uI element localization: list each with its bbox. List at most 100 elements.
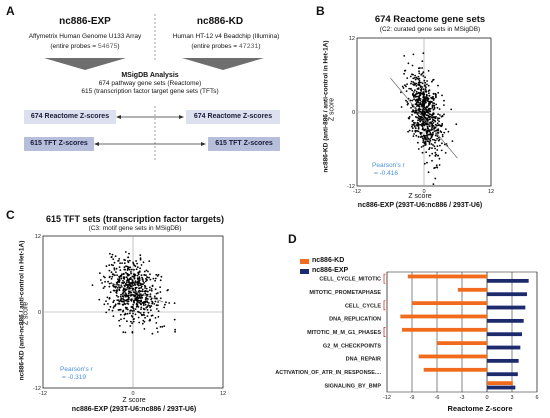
panel-a-left-title: nc886-EXP bbox=[59, 16, 111, 27]
scatter-point bbox=[124, 251, 127, 253]
scatter-point bbox=[155, 292, 158, 295]
scatter-point bbox=[414, 127, 417, 130]
scatter-point bbox=[400, 91, 402, 94]
scatter-point bbox=[423, 141, 426, 144]
scatter-point bbox=[126, 320, 128, 323]
panel-c-title: 615 TFT sets (transcription factor targe… bbox=[45, 214, 225, 224]
scatter-point bbox=[430, 129, 432, 132]
scatter-point bbox=[153, 303, 156, 305]
scatter-point bbox=[143, 308, 146, 311]
scatter-point bbox=[429, 133, 432, 136]
reactome-zscore-box-right: 674 Reactome Z-scores bbox=[186, 110, 280, 124]
scatter-point bbox=[118, 266, 121, 268]
scatter-point bbox=[148, 305, 151, 307]
scatter-point bbox=[127, 298, 130, 301]
scatter-point bbox=[415, 82, 418, 85]
scatter-point bbox=[419, 98, 422, 100]
scatter-point bbox=[144, 316, 147, 319]
scatter-point bbox=[425, 93, 428, 96]
scatter-point bbox=[443, 131, 446, 134]
scatter-point bbox=[438, 157, 441, 160]
scatter-point bbox=[107, 280, 109, 283]
scatter-point bbox=[408, 129, 411, 132]
scatter-point bbox=[417, 100, 419, 103]
scatter-point bbox=[438, 164, 441, 166]
scatter-point bbox=[154, 300, 157, 303]
scatter-point bbox=[146, 276, 149, 279]
scatter-point bbox=[433, 116, 436, 119]
scatter-point bbox=[431, 107, 434, 109]
x-tick-label: -12 bbox=[353, 189, 361, 195]
scatter-point bbox=[428, 89, 431, 91]
scatter-point bbox=[122, 291, 125, 294]
scatter-point bbox=[156, 297, 158, 300]
scatter-point bbox=[416, 123, 419, 126]
scatter-point bbox=[129, 325, 132, 327]
bar-kd bbox=[457, 287, 487, 292]
scatter-point bbox=[146, 315, 149, 317]
scatter-point bbox=[122, 294, 124, 296]
scatter-point bbox=[432, 108, 435, 111]
scatter-point bbox=[115, 267, 118, 270]
scatter-point bbox=[145, 293, 148, 296]
scatter-point bbox=[126, 286, 129, 289]
scatter-point bbox=[417, 75, 420, 78]
scatter-point bbox=[137, 272, 140, 274]
scatter-point bbox=[154, 277, 157, 280]
panel-d-letter: D bbox=[288, 232, 297, 246]
scatter-point bbox=[420, 92, 423, 94]
scatter-point bbox=[413, 124, 416, 126]
x-tick-label: 12 bbox=[220, 391, 226, 397]
scatter-point bbox=[137, 310, 139, 313]
scatter-point bbox=[123, 268, 126, 271]
scatter-point bbox=[410, 80, 413, 83]
panel-a-right-title: nc886-KD bbox=[196, 16, 244, 27]
scatter-point bbox=[407, 130, 409, 133]
scatter-point bbox=[420, 132, 423, 134]
scatter-point bbox=[425, 114, 428, 116]
bar-exp bbox=[487, 385, 516, 390]
panel-b-xlabel: nc886-EXP (293T-U6:nc886 / 293T-U6) bbox=[357, 202, 483, 209]
msigdb-title: MSigDB Analysis bbox=[121, 72, 179, 79]
scatter-point bbox=[432, 92, 435, 95]
scatter-point bbox=[422, 71, 425, 74]
scatter-point bbox=[425, 139, 427, 141]
scatter-point bbox=[426, 125, 429, 128]
tft-zscore-box-left: 615 TFT Z-scores bbox=[24, 137, 94, 151]
scatter-point bbox=[145, 274, 147, 277]
scatter-point bbox=[157, 304, 159, 307]
bar-exp bbox=[487, 292, 527, 297]
scatter-point bbox=[417, 148, 420, 150]
scatter-point bbox=[129, 287, 132, 290]
scatter-point bbox=[166, 289, 169, 292]
scatter-point bbox=[403, 72, 405, 75]
scatter-point bbox=[416, 98, 419, 101]
scatter-point bbox=[133, 277, 136, 280]
panel-a-divider bbox=[44, 14, 264, 162]
scatter-point bbox=[126, 265, 129, 268]
scatter-point bbox=[108, 282, 111, 285]
category-label: SIGNALING_BY_BMP bbox=[324, 383, 381, 389]
scatter-point bbox=[165, 301, 167, 304]
bar-kd bbox=[412, 301, 487, 306]
scatter-point bbox=[146, 290, 149, 293]
scatter-point bbox=[140, 264, 143, 266]
panel-a-left-probes: (entire probes = 54675) bbox=[12, 43, 158, 50]
scatter-point bbox=[428, 143, 431, 145]
scatter-point bbox=[118, 276, 121, 279]
scatter-point bbox=[159, 326, 162, 328]
scatter-point bbox=[132, 284, 135, 287]
scatter-point bbox=[414, 78, 417, 81]
scatter-point bbox=[431, 120, 434, 123]
scatter-point bbox=[426, 117, 428, 120]
scatter-point bbox=[419, 108, 422, 111]
scatter-point bbox=[151, 300, 153, 303]
scatter-point bbox=[409, 75, 412, 78]
scatter-point bbox=[437, 84, 439, 87]
scatter-point bbox=[429, 118, 432, 120]
scatter-point bbox=[118, 308, 121, 311]
scatter-point bbox=[122, 310, 124, 313]
scatter-point bbox=[145, 278, 148, 281]
scatter-point bbox=[128, 259, 131, 262]
scatter-point bbox=[436, 119, 439, 121]
